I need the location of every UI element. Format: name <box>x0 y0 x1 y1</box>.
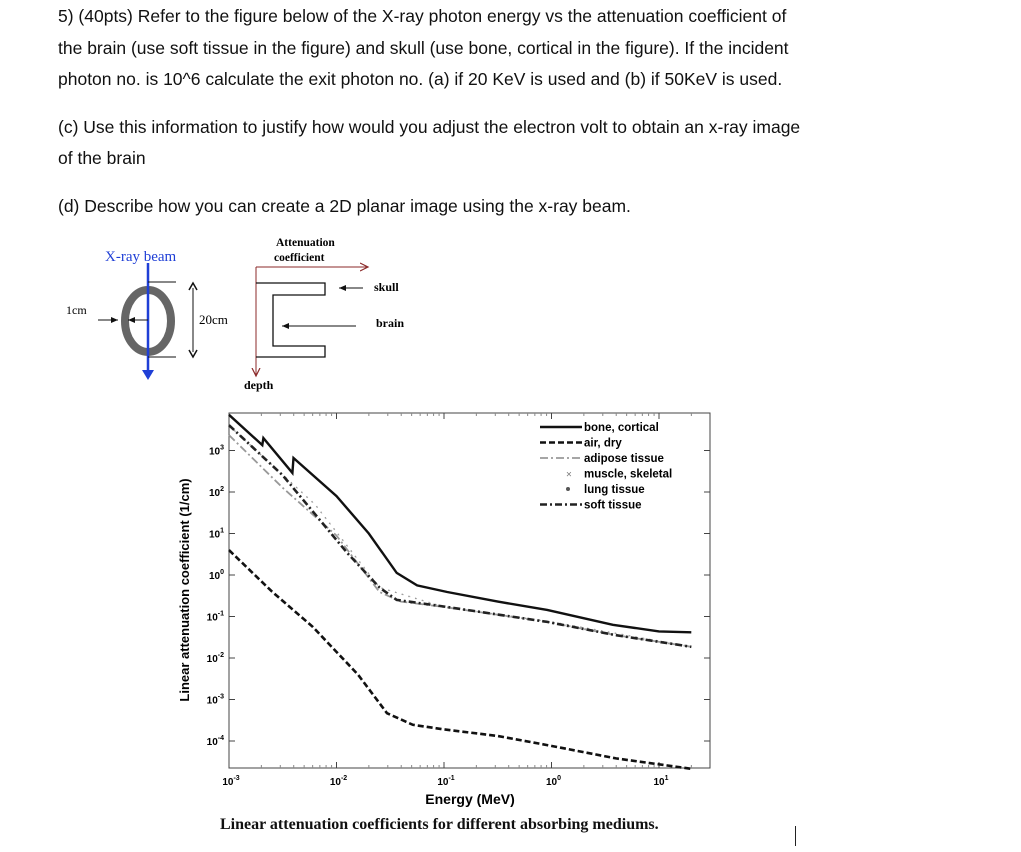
legend-label-muscle-skeletal: muscle, skeletal <box>584 469 672 481</box>
figure-caption: Linear attenuation coefficients for diff… <box>220 816 659 833</box>
series-air-dry <box>228 549 692 771</box>
y-tick-label: 10-4 <box>207 735 224 748</box>
legend: bone, cortical air, dry adipose tissue × mus… <box>540 422 672 512</box>
y-tick-label: 10-2 <box>207 652 224 665</box>
legend-label-air-dry: air, dry <box>584 438 622 450</box>
attenuation-profile-diagram: Attenuation coefficient skull brain dept… <box>244 237 404 392</box>
beam-arrowhead-icon <box>142 370 154 380</box>
profile-curve <box>256 282 326 358</box>
series-soft-tissue <box>228 424 692 649</box>
y-tick-label: 10-1 <box>207 611 224 624</box>
legend-label-adipose-tissue: adipose tissue <box>584 453 664 465</box>
skull-label: skull <box>374 280 399 294</box>
x-tick-label: 10-2 <box>330 775 347 788</box>
y-axis-label: Linear attenuation coefficient (1/cm) <box>177 478 192 701</box>
plot-frame <box>228 412 711 769</box>
part-c-line-1: (c) Use this information to justify how … <box>58 117 801 137</box>
legend-marker-dot <box>566 487 570 491</box>
attenuation-chart: 10-3 10-2 10-1 100 101 103 102 101 100 10-1 10-2 10… <box>177 412 711 807</box>
part-c-line-2: of the brain <box>58 148 146 168</box>
legend-label-lung-tissue: lung tissue <box>584 484 645 496</box>
depth-label: depth <box>244 378 274 392</box>
question-line-2: the brain (use soft tissue in the figure… <box>58 38 789 58</box>
legend-marker-cross: × <box>566 470 572 481</box>
series-bone-cortical <box>228 413 692 634</box>
brain-label: brain <box>376 316 404 330</box>
x-tick-label: 100 <box>546 775 561 788</box>
attenuation-label-2: coefficient <box>274 252 325 264</box>
x-tick-label: 10-1 <box>437 775 454 788</box>
y-tick-label: 101 <box>209 528 224 541</box>
beam-label: X-ray beam <box>105 249 177 265</box>
question-line-3: photon no. is 10^6 calculate the exit ph… <box>58 69 783 89</box>
x-tick-label: 10-3 <box>222 775 239 788</box>
legend-label-soft-tissue: soft tissue <box>584 500 642 512</box>
diameter-label: 20cm <box>199 312 228 327</box>
thickness-label: 1cm <box>66 303 87 317</box>
y-tick-label: 103 <box>209 445 224 458</box>
part-d: (d) Describe how you can create a 2D pla… <box>58 196 631 216</box>
skull-diagram: X-ray beam 1cm 20cm <box>66 249 228 380</box>
text-cursor <box>795 826 796 846</box>
y-tick-label: 100 <box>209 569 224 582</box>
y-tick-label: 10-3 <box>207 694 224 707</box>
attenuation-label-1: Attenuation <box>276 237 335 249</box>
question-line-1: 5) (40pts) Refer to the figure below of … <box>58 6 787 26</box>
y-tick-label: 102 <box>209 486 224 499</box>
x-tick-label: 101 <box>653 775 668 788</box>
legend-label-bone-cortical: bone, cortical <box>584 422 659 434</box>
x-axis-label: Energy (MeV) <box>425 791 514 807</box>
